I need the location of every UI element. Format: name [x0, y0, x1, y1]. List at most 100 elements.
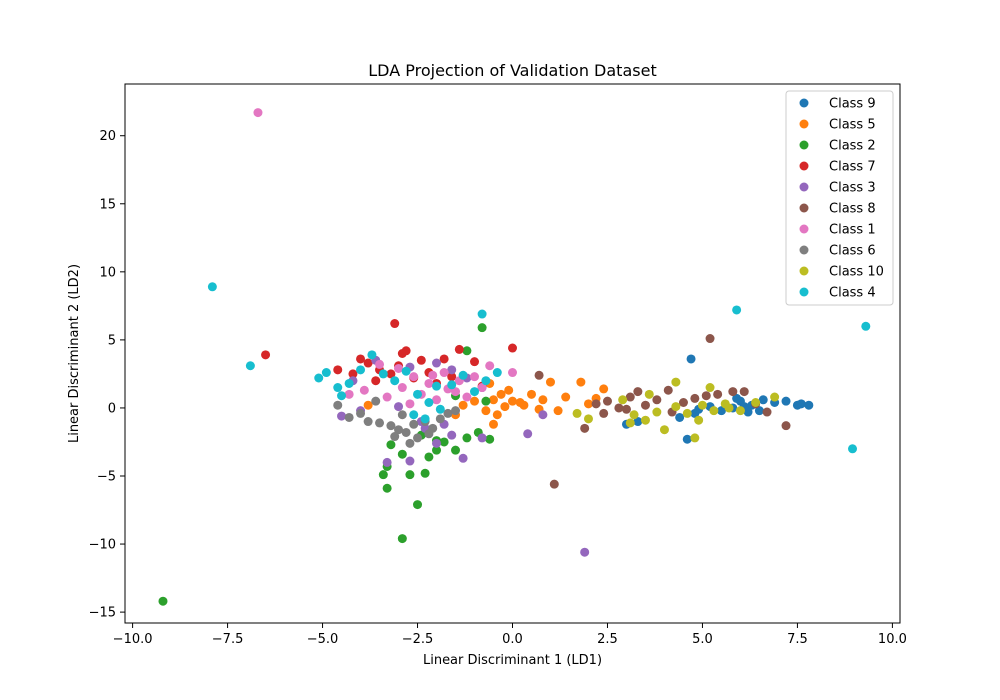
point-series-9-20 — [470, 387, 480, 397]
point-series-6-9 — [508, 368, 517, 378]
points-layer — [158, 108, 871, 606]
point-series-1-8 — [576, 377, 586, 387]
legend-label-7: Class 6 — [829, 244, 876, 259]
point-series-2-7 — [386, 440, 396, 450]
point-series-5-9 — [652, 395, 662, 405]
point-series-9-21 — [481, 376, 491, 386]
point-series-5-16 — [739, 387, 749, 397]
point-series-1-2 — [508, 396, 517, 406]
point-series-1-13 — [470, 396, 480, 406]
point-series-7-1 — [344, 412, 354, 422]
point-series-8-11 — [709, 406, 719, 416]
point-series-1-14 — [458, 400, 468, 410]
point-series-9-12 — [378, 369, 388, 379]
point-series-4-2 — [405, 456, 415, 466]
point-series-5-5 — [602, 396, 612, 406]
point-series-0-8 — [716, 406, 726, 416]
point-series-8-2 — [583, 414, 593, 424]
point-series-9-2 — [314, 373, 324, 383]
point-series-1-10 — [599, 384, 609, 394]
point-series-7-15 — [397, 410, 407, 420]
point-series-7-10 — [435, 414, 445, 424]
legend-marker-3 — [799, 161, 809, 171]
legend-label-0: Class 9 — [829, 97, 876, 112]
point-series-6-15 — [477, 383, 487, 393]
point-series-1-6 — [545, 377, 555, 387]
point-series-6-19 — [344, 389, 354, 399]
point-series-6-18 — [359, 385, 369, 395]
point-series-9-8 — [333, 383, 343, 393]
point-series-4-8 — [523, 429, 533, 439]
point-series-2-4 — [378, 470, 388, 480]
point-series-6-20 — [428, 370, 438, 380]
y-tick-label: 20 — [99, 129, 116, 144]
legend: Class 9 Class 5 Class 2 Class 7 Class 3 Class… — [785, 90, 894, 306]
point-series-8-4 — [618, 395, 628, 405]
point-series-2-18 — [424, 452, 434, 462]
point-series-5-18 — [762, 407, 772, 417]
point-series-3-11 — [386, 369, 396, 379]
point-series-8-9 — [682, 408, 692, 418]
point-series-4-3 — [458, 453, 468, 463]
point-series-1-21 — [515, 398, 525, 407]
point-series-8-5 — [629, 410, 639, 420]
point-series-2-10 — [451, 445, 461, 455]
point-series-8-13 — [735, 406, 745, 416]
point-series-4-9 — [538, 410, 548, 420]
point-series-5-7 — [625, 392, 635, 402]
point-series-0-4 — [781, 396, 791, 406]
y-axis-label: Linear Discriminant 2 (LD2) — [67, 264, 82, 443]
legend-marker-9 — [799, 287, 809, 297]
point-series-9-9 — [344, 378, 354, 388]
point-series-4-7 — [477, 433, 487, 443]
point-series-8-16 — [671, 377, 681, 387]
point-series-5-23 — [621, 404, 631, 414]
point-series-3-4 — [439, 354, 449, 364]
point-series-3-9 — [363, 358, 373, 368]
point-series-3-20 — [371, 376, 381, 386]
point-series-9-23 — [409, 410, 419, 420]
point-series-5-4 — [591, 399, 601, 409]
point-series-0-15 — [675, 412, 685, 422]
x-tick-label: 7.5 — [787, 632, 808, 647]
x-tick-label: 2.5 — [597, 632, 618, 647]
point-series-9-24 — [420, 414, 430, 424]
point-series-9-10 — [356, 365, 366, 375]
point-series-7-0 — [333, 400, 343, 410]
point-series-2-9 — [439, 437, 449, 447]
point-series-6-5 — [439, 368, 449, 378]
legend-marker-6 — [799, 224, 809, 234]
y-tick-label: 5 — [108, 333, 116, 348]
point-series-3-21 — [397, 349, 407, 358]
point-series-7-7 — [409, 419, 419, 429]
point-series-4-15 — [432, 358, 442, 368]
point-series-7-12 — [371, 396, 381, 406]
point-series-1-22 — [504, 385, 514, 395]
y-tick-label: −10 — [89, 538, 116, 553]
point-series-9-1 — [245, 361, 255, 371]
point-series-2-2 — [413, 500, 423, 510]
point-series-0-18 — [633, 417, 643, 427]
point-series-4-4 — [432, 438, 442, 448]
point-series-0-7 — [796, 399, 806, 409]
point-series-5-1 — [705, 334, 715, 344]
point-series-6-13 — [451, 387, 461, 397]
point-series-9-17 — [435, 404, 445, 414]
point-series-3-16 — [356, 354, 366, 364]
point-series-8-17 — [705, 383, 715, 393]
point-series-3-15 — [333, 365, 343, 375]
point-series-7-13 — [413, 433, 423, 443]
point-series-9-16 — [424, 398, 434, 407]
point-series-9-18 — [447, 380, 457, 390]
point-series-2-14 — [462, 346, 472, 356]
point-series-9-25 — [337, 391, 347, 401]
point-series-0-13 — [686, 354, 696, 364]
point-series-1-19 — [363, 400, 373, 410]
point-series-6-8 — [485, 361, 495, 371]
point-series-9-4 — [732, 305, 742, 315]
point-series-2-1 — [397, 534, 407, 544]
y-tick-label: 15 — [99, 197, 116, 212]
point-series-3-0 — [261, 350, 271, 360]
point-series-8-0 — [659, 425, 669, 435]
